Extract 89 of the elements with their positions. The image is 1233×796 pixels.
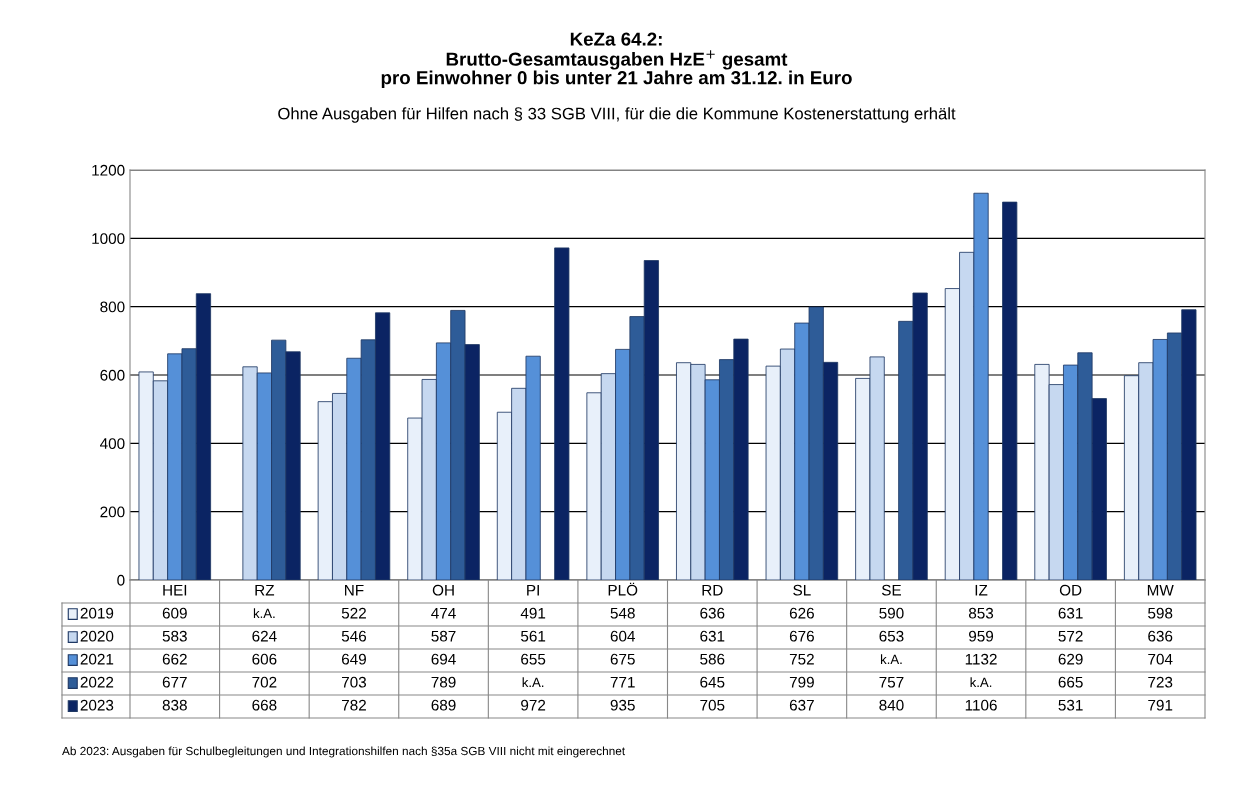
- chart-subtitle: Ohne Ausgaben für Hilfen nach § 33 SGB VIII, für die die Kommune Kostenerstattung erhält: [278, 107, 956, 123]
- text: k.A.: [970, 677, 992, 687]
- x-tick-label: IZ: [975, 584, 988, 596]
- data-label: 676: [789, 630, 814, 642]
- data-label: 561: [520, 630, 546, 642]
- x-tick-label: OH: [432, 584, 454, 596]
- x-tick-label: SE: [881, 584, 901, 596]
- data-label: 1106: [965, 699, 997, 711]
- data-label: 703: [342, 676, 367, 688]
- data-label: 645: [700, 676, 725, 688]
- data-label: 677: [162, 676, 187, 688]
- x-tick-label: RD: [702, 584, 723, 596]
- data-label: 606: [252, 653, 277, 665]
- data-label: 752: [789, 653, 814, 665]
- x-tick-label: NF: [345, 584, 364, 596]
- y-tick-label: 400: [100, 438, 125, 450]
- data-label: 590: [879, 607, 904, 619]
- data-label: 840: [879, 699, 904, 711]
- data-label: 702: [252, 676, 277, 688]
- data-label: 723: [1148, 676, 1173, 688]
- text: Ab 2023: Ausgaben für Schulbegleitungen und Integrationshilfen nach §35a SGB VIII nicht mit eingerechnet: [62, 746, 626, 758]
- data-label: 609: [162, 607, 187, 619]
- legend-label: 2021: [80, 653, 114, 665]
- x-tick-label: OD: [1059, 584, 1082, 596]
- data-label: 583: [162, 630, 187, 642]
- data-label: 586: [700, 653, 725, 665]
- data-label: 694: [431, 653, 456, 665]
- data-label: 689: [431, 699, 456, 711]
- data-label: 649: [341, 653, 366, 665]
- data-label: 853: [968, 607, 994, 619]
- data-label: 548: [610, 607, 635, 619]
- text: k.A.: [522, 677, 544, 687]
- data-label: 1132: [965, 653, 997, 665]
- data-label: 655: [521, 653, 546, 665]
- data-label: 629: [1058, 653, 1083, 665]
- data-label: 626: [789, 607, 814, 619]
- x-tick-label: PLÖ: [608, 582, 638, 596]
- y-tick-label: 1000: [92, 233, 125, 245]
- x-tick-label: MW: [1147, 584, 1174, 596]
- x-tick-label: HEI: [163, 584, 187, 596]
- x-tick-label: SL: [793, 584, 811, 596]
- data-label: 572: [1058, 630, 1083, 642]
- data-label: 522: [341, 607, 366, 619]
- y-tick-label: 600: [100, 369, 125, 381]
- legend-label: 2022: [80, 676, 114, 688]
- chart-title: KeZa 64.2: Brutto-Gesamtausgaben HzE$^{+}$ gesamt pro Einwohner 0 bis unter 21 Jahre am 31.12. in Euro: [381, 32, 852, 89]
- bar: [554, 247, 570, 580]
- data-label: 491: [520, 607, 546, 619]
- data-label: 546: [341, 630, 367, 642]
- bar: [1002, 201, 1018, 580]
- data-label: 704: [1148, 653, 1173, 665]
- data-label: 668: [252, 699, 277, 711]
- y-tick-label: 1200: [92, 164, 125, 176]
- legend-label: 2023: [80, 699, 114, 711]
- y-tick-label: 800: [100, 301, 125, 313]
- data-label: 799: [789, 676, 814, 688]
- data-label: 705: [700, 699, 725, 711]
- data-label: 972: [521, 699, 546, 711]
- data-label: 653: [879, 630, 904, 642]
- data-label: 789: [431, 676, 456, 688]
- legend-label: 2019: [80, 607, 114, 619]
- data-label: 935: [610, 699, 635, 711]
- data-label: 598: [1148, 607, 1173, 619]
- data-label: 624: [252, 630, 277, 642]
- text: k.A.: [880, 654, 902, 664]
- data-label: 665: [1058, 676, 1083, 688]
- data-label: 604: [610, 630, 636, 642]
- data-label: 636: [1148, 630, 1173, 642]
- data-label: 782: [342, 699, 366, 711]
- text: k.A.: [253, 608, 275, 618]
- data-label: 791: [1148, 699, 1173, 711]
- data-label: 587: [431, 630, 456, 642]
- x-tick-label: RZ: [255, 584, 275, 596]
- data-label: 675: [610, 653, 635, 665]
- data-label: 631: [700, 630, 725, 642]
- data-label: 959: [969, 630, 994, 642]
- legend-label: 2020: [80, 630, 114, 642]
- x-tick-label: PI: [527, 584, 539, 596]
- data-label: 662: [162, 653, 187, 665]
- data-label: 838: [162, 699, 187, 711]
- y-tick-label: 0: [117, 574, 125, 586]
- data-label: 637: [789, 699, 814, 711]
- data-label: 771: [610, 676, 635, 688]
- data-label: 636: [700, 607, 725, 619]
- data-label: 531: [1058, 699, 1083, 711]
- data-label: 757: [879, 676, 904, 688]
- data-label: 631: [1058, 607, 1083, 619]
- y-tick-label: 200: [100, 506, 125, 518]
- data-label: 474: [431, 607, 456, 619]
